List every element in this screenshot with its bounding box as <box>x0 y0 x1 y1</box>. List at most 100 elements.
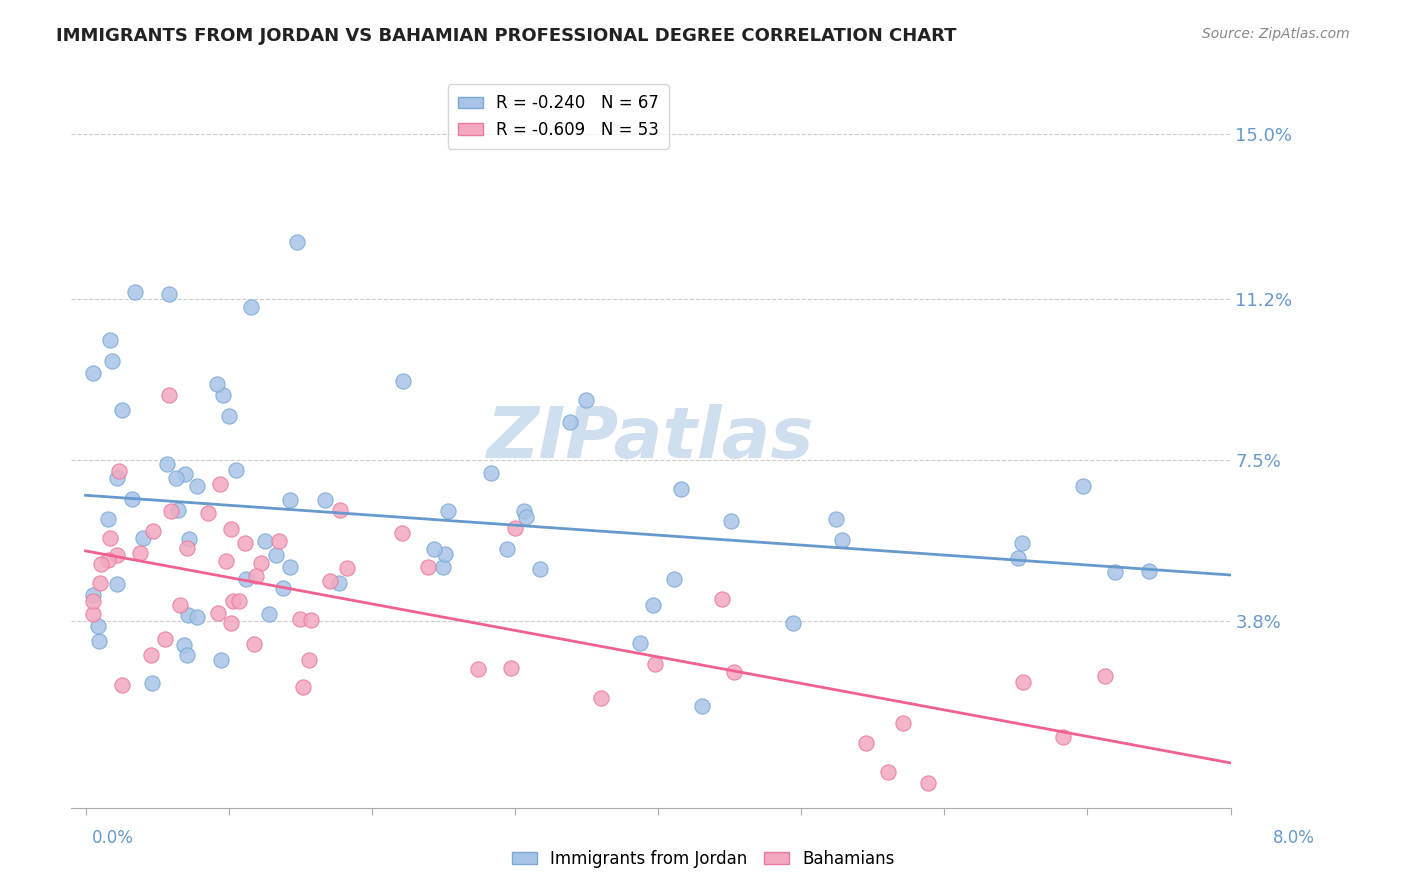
Point <box>82 607 104 622</box>
Point <box>513 504 536 518</box>
Point <box>669 483 692 497</box>
Point <box>278 559 301 574</box>
Point <box>329 502 352 516</box>
Point <box>111 403 134 417</box>
Point <box>141 648 163 662</box>
Point <box>98 531 121 545</box>
Point <box>1007 551 1029 566</box>
Point <box>391 375 413 389</box>
Point <box>271 581 294 595</box>
Point <box>205 376 228 391</box>
Point <box>253 534 276 549</box>
Point <box>782 616 804 631</box>
Point <box>503 521 526 535</box>
Point <box>82 588 104 602</box>
Point <box>723 665 745 679</box>
Point <box>1094 668 1116 682</box>
Point <box>877 764 900 779</box>
Point <box>558 415 581 429</box>
Point <box>825 512 848 526</box>
Point <box>166 502 188 516</box>
Point <box>82 594 104 608</box>
Point <box>131 532 153 546</box>
Point <box>98 334 121 348</box>
Point <box>264 548 287 562</box>
Point <box>499 660 522 674</box>
Point <box>157 387 180 401</box>
Point <box>664 572 686 586</box>
Point <box>278 493 301 508</box>
Point <box>891 716 914 731</box>
Point <box>169 598 191 612</box>
Point <box>285 235 308 250</box>
Point <box>160 504 183 518</box>
Point <box>1012 674 1035 689</box>
Point <box>288 612 311 626</box>
Point <box>222 594 245 608</box>
Text: ZIPatlas: ZIPatlas <box>488 403 814 473</box>
Point <box>186 610 208 624</box>
Point <box>129 546 152 560</box>
Legend: R = -0.240   N = 67, R = -0.609   N = 53: R = -0.240 N = 67, R = -0.609 N = 53 <box>447 84 669 149</box>
Point <box>89 576 111 591</box>
Point <box>89 558 111 572</box>
Text: IMMIGRANTS FROM JORDAN VS BAHAMIAN PROFESSIONAL DEGREE CORRELATION CHART: IMMIGRANTS FROM JORDAN VS BAHAMIAN PROFE… <box>56 27 956 45</box>
Point <box>124 285 146 299</box>
Point <box>219 616 242 631</box>
Point <box>141 676 163 690</box>
Point <box>436 504 458 518</box>
Text: Source: ZipAtlas.com: Source: ZipAtlas.com <box>1202 27 1350 41</box>
Point <box>240 300 263 314</box>
Point <box>82 366 104 380</box>
Point <box>142 524 165 538</box>
Point <box>314 493 336 508</box>
Point <box>108 464 131 478</box>
Point <box>720 514 742 528</box>
Point <box>209 477 232 491</box>
Point <box>215 554 238 568</box>
Point <box>249 556 271 570</box>
Point <box>207 606 229 620</box>
Point <box>105 577 128 591</box>
Point <box>1137 564 1160 578</box>
Point <box>831 533 853 547</box>
Point <box>157 287 180 301</box>
Point <box>186 479 208 493</box>
Point <box>177 533 200 547</box>
Point <box>96 512 118 526</box>
Point <box>87 618 110 632</box>
Point <box>165 471 187 485</box>
Legend: Immigrants from Jordan, Bahamians: Immigrants from Jordan, Bahamians <box>505 844 901 875</box>
Point <box>156 457 179 471</box>
Point <box>121 492 143 507</box>
Point <box>496 542 519 557</box>
Point <box>589 691 612 706</box>
Text: 8.0%: 8.0% <box>1272 829 1315 847</box>
Point <box>416 560 439 574</box>
Point <box>176 541 198 555</box>
Point <box>319 574 342 589</box>
Point <box>101 354 124 368</box>
Point <box>515 510 537 524</box>
Point <box>105 471 128 485</box>
Point <box>292 680 315 694</box>
Point <box>235 572 257 586</box>
Point <box>423 541 446 556</box>
Point <box>173 467 195 481</box>
Point <box>219 522 242 536</box>
Point <box>1104 565 1126 579</box>
Point <box>177 608 200 623</box>
Point <box>855 736 877 750</box>
Point <box>197 506 219 520</box>
Point <box>575 392 598 407</box>
Point <box>209 653 232 667</box>
Point <box>299 614 322 628</box>
Point <box>529 562 551 576</box>
Point <box>917 776 939 790</box>
Point <box>328 575 350 590</box>
Point <box>225 463 247 477</box>
Point <box>432 559 454 574</box>
Text: 0.0%: 0.0% <box>91 829 134 847</box>
Point <box>233 536 256 550</box>
Point <box>336 561 359 575</box>
